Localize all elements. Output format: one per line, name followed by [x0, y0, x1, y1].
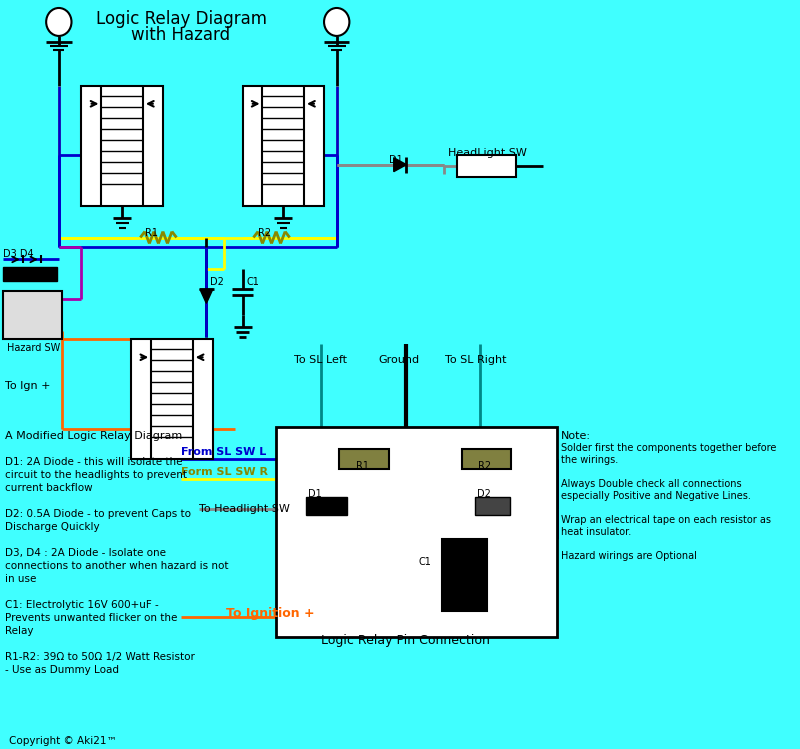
- Text: Note:: Note:: [561, 431, 591, 441]
- Text: R1: R1: [145, 228, 158, 237]
- Bar: [242, 86, 324, 205]
- Text: Solder first the components together before: Solder first the components together bef…: [561, 443, 777, 453]
- Bar: [131, 339, 213, 459]
- Text: HeadLight SW: HeadLight SW: [448, 148, 527, 158]
- Text: circuit to the headlights to prevent: circuit to the headlights to prevent: [5, 470, 186, 480]
- Bar: [457, 155, 516, 177]
- Bar: [276, 427, 557, 637]
- Text: To SL Right: To SL Right: [446, 355, 507, 366]
- Text: with Hazard: with Hazard: [131, 26, 230, 44]
- Text: To Ignition +: To Ignition +: [226, 607, 315, 619]
- Text: To Headlight SW: To Headlight SW: [199, 504, 290, 514]
- Bar: [2, 291, 62, 339]
- Text: A Modified Logic Relay Diagram: A Modified Logic Relay Diagram: [5, 431, 182, 441]
- Text: heat insulator.: heat insulator.: [561, 527, 631, 537]
- Text: C1: Electrolytic 16V 600+uF -: C1: Electrolytic 16V 600+uF -: [5, 600, 158, 610]
- Bar: [462, 449, 511, 469]
- Polygon shape: [394, 158, 406, 172]
- Text: To SL Left: To SL Left: [294, 355, 347, 366]
- Bar: [82, 86, 163, 205]
- Text: Form SL SW R: Form SL SW R: [181, 467, 268, 477]
- Text: current backflow: current backflow: [5, 483, 92, 493]
- Text: C1: C1: [418, 557, 431, 567]
- Text: Logic Relay Pin Connection: Logic Relay Pin Connection: [322, 634, 490, 646]
- Text: D1: D1: [308, 489, 322, 499]
- Circle shape: [324, 8, 350, 36]
- Text: D1: 2A Diode - this will isolate the: D1: 2A Diode - this will isolate the: [5, 457, 182, 467]
- Text: Copyright © Aki21™: Copyright © Aki21™: [9, 736, 117, 747]
- Text: D2: D2: [210, 277, 224, 288]
- Text: R2: R2: [258, 228, 271, 237]
- Text: R1-R2: 39Ω to 50Ω 1/2 Watt Resistor: R1-R2: 39Ω to 50Ω 1/2 Watt Resistor: [5, 652, 194, 661]
- Text: - Use as Dummy Load: - Use as Dummy Load: [5, 664, 118, 675]
- Text: R2: R2: [478, 461, 491, 471]
- Text: D3, D4 : 2A Diode - Isolate one: D3, D4 : 2A Diode - Isolate one: [5, 548, 166, 558]
- Text: D3 D4: D3 D4: [2, 249, 34, 259]
- Text: Wrap an electrical tape on each resistor as: Wrap an electrical tape on each resistor…: [561, 515, 771, 525]
- Text: To Ign +: To Ign +: [5, 381, 50, 391]
- Text: in use: in use: [5, 574, 36, 583]
- Bar: [442, 539, 487, 610]
- Text: Ground: Ground: [378, 355, 419, 366]
- Text: connections to another when hazard is not: connections to another when hazard is no…: [5, 561, 228, 571]
- Bar: [475, 497, 510, 515]
- Text: especially Positive and Negative Lines.: especially Positive and Negative Lines.: [561, 491, 751, 501]
- Text: Always Double check all connections: Always Double check all connections: [561, 479, 742, 489]
- Text: the wirings.: the wirings.: [561, 455, 618, 465]
- Bar: [2, 267, 57, 282]
- Bar: [339, 449, 390, 469]
- Text: D2: D2: [477, 489, 491, 499]
- Text: From SL SW L: From SL SW L: [181, 447, 266, 457]
- Text: Hazard SW: Hazard SW: [7, 343, 61, 354]
- Text: Logic Relay Diagram: Logic Relay Diagram: [95, 10, 266, 28]
- Text: Discharge Quickly: Discharge Quickly: [5, 522, 99, 532]
- Text: D2: 0.5A Diode - to prevent Caps to: D2: 0.5A Diode - to prevent Caps to: [5, 509, 190, 519]
- Text: R1: R1: [356, 461, 369, 471]
- Circle shape: [46, 8, 71, 36]
- Bar: [306, 497, 346, 515]
- Text: D1: D1: [390, 155, 403, 165]
- Text: Hazard wirings are Optional: Hazard wirings are Optional: [561, 551, 697, 561]
- Text: Relay: Relay: [5, 625, 33, 636]
- Polygon shape: [200, 289, 213, 303]
- Text: Prevents unwanted flicker on the: Prevents unwanted flicker on the: [5, 613, 177, 622]
- Text: C1: C1: [246, 277, 259, 288]
